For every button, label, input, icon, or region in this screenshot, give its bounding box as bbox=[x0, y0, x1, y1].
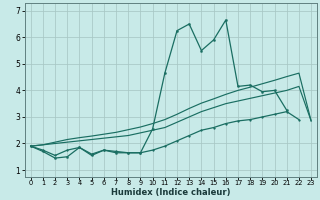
X-axis label: Humidex (Indice chaleur): Humidex (Indice chaleur) bbox=[111, 188, 231, 197]
